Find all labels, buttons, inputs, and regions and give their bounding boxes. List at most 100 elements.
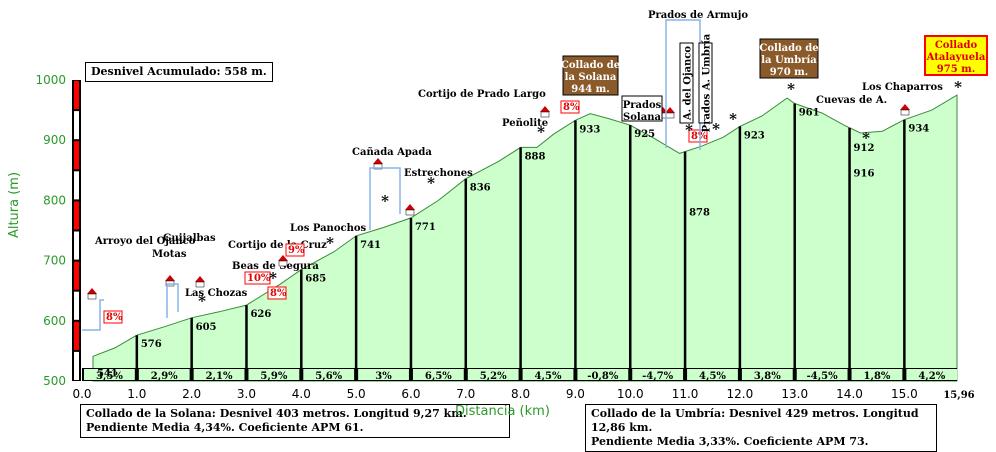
altitude-scale-segment [74, 201, 79, 230]
peak-marker-icon: * [537, 123, 545, 141]
place-label: Cortijo de Prado Largo [418, 89, 546, 100]
gradient-cell [467, 369, 519, 380]
total-ascent-text: Desnivel Acumulado: 558 m. [91, 65, 267, 78]
house-icon [900, 104, 910, 110]
gradient-label: 5,9% [260, 371, 287, 382]
y-tick-label: 900 [43, 133, 66, 147]
pass-box-text: Collado de [759, 43, 818, 54]
gradient-label: 2,1% [206, 371, 233, 382]
x-tick-label: 6.0 [401, 387, 420, 401]
gradient-cell [303, 369, 355, 380]
x-end-label: 15,96 [943, 390, 974, 401]
house-icon [373, 158, 383, 164]
gradient-label: 3% [375, 371, 392, 382]
gradient-label: 4,2% [918, 371, 945, 382]
peak-marker-icon: * [954, 78, 962, 96]
altitude-scale-segment [74, 141, 79, 170]
vertical-label-text: Prados A. Umbría [702, 33, 713, 132]
place-label: Guijalbas [163, 233, 216, 244]
pass-box [621, 95, 663, 122]
grade-badge-text: 8% [106, 312, 123, 323]
total-ascent-box: Desnivel Acumulado: 558 m. [85, 62, 273, 82]
note-umbria-line2: Pendiente Media 3,33%. Coeficiente APM 7… [591, 435, 869, 448]
gradient-cell [851, 369, 903, 380]
peak-marker-icon: * [198, 292, 206, 310]
annotations: Arroyo del Ojanco Motas Guijalbas Las Choza… [82, 10, 988, 331]
gradient-cell [741, 369, 793, 380]
gradient-label: 6,5% [425, 371, 452, 382]
house-icon-body [278, 260, 288, 267]
elevation-label: 878 [689, 207, 710, 218]
house-icon [165, 275, 175, 281]
pass-box-text: Atalayuela [926, 52, 986, 63]
x-axis-title: Distancia (km) [455, 404, 550, 419]
gradient-label: 3,8% [754, 371, 781, 382]
house-icon-body [87, 293, 97, 300]
axes: 500 600 700 800 900 1000 Altura (m) 0.0 1.0 2.0 3.… [7, 73, 975, 401]
vertical-label-box [679, 42, 694, 124]
house-icon-body [195, 281, 205, 288]
house-icon [540, 106, 550, 112]
gradient-label: 4,5% [699, 371, 726, 382]
pass-box-text: 970 m. [770, 67, 808, 78]
x-tick-label: 2.0 [182, 387, 201, 401]
elevation-label: 626 [250, 309, 271, 320]
gradient-cell [358, 369, 409, 380]
altitude-scale-segment [74, 111, 79, 140]
elevation-label: 934 [908, 124, 929, 135]
pass-box-text: la Umbría [761, 55, 817, 66]
house-icon-body [405, 209, 415, 216]
gradient-cell [796, 369, 848, 380]
point-labels: 541 576 605 626 685 741 771 836 888 933 925 878 923 9… [97, 107, 929, 379]
gradient-cell [412, 369, 464, 380]
note-umbria: Collado de la Umbría: Desnivel 429 metro… [585, 404, 937, 452]
x-tick-label: 15.0 [891, 387, 918, 401]
grade-badge [267, 286, 287, 300]
gradient-cell [522, 369, 574, 380]
place-label: Cortijo de la Cruz [228, 240, 327, 251]
note-solana-line1: Collado de la Solana: Desnivel 403 metro… [86, 407, 467, 420]
elevation-label: 888 [525, 151, 546, 162]
house-icon [665, 107, 675, 113]
peak-marker-icon: * [862, 129, 870, 147]
house-icon-body [540, 111, 550, 118]
x-tick-label: 8.0 [511, 387, 530, 401]
x-tick-label: 0.0 [72, 387, 91, 401]
elevation-label: 925 [634, 129, 655, 140]
pass-box-text: Collado de [561, 60, 620, 71]
pass-box-text: Prados [623, 100, 662, 111]
note-umbria-line1: Collado de la Umbría: Desnivel 429 metro… [591, 407, 919, 434]
gradient-label: 1,8% [864, 371, 891, 382]
note-solana: Collado de la Solana: Desnivel 403 metro… [80, 404, 510, 438]
x-tick-label: 4.0 [292, 387, 311, 401]
pass-box-text: Solana [623, 112, 661, 123]
elevation-label: 741 [360, 240, 381, 251]
altitude-scale-segment [74, 171, 79, 200]
vertical-label-text: A. del Ojanco [683, 46, 694, 122]
pass-box-text: Collado [935, 40, 978, 51]
gradient-label: 4,5% [535, 371, 562, 382]
place-label: Arroyo del Ojanco [94, 236, 196, 247]
altitude-scale-segment [74, 291, 79, 320]
elevation-label: 836 [470, 183, 491, 194]
gradient-label: 5,6% [315, 371, 342, 382]
place-label: Estrechones [404, 168, 473, 179]
peak-marker-icon: * [787, 80, 795, 98]
x-tick-label: 11.0 [672, 387, 699, 401]
elevation-label: 961 [799, 107, 820, 118]
grade-badge-text: 10% [247, 273, 271, 284]
gradient-label: -4,5% [807, 371, 839, 382]
elevation-label: 685 [305, 274, 326, 285]
place-label: Beas de Segura [232, 261, 319, 272]
altitude-scale-segment [74, 81, 79, 110]
place-label: Los Panochos [290, 223, 367, 234]
peak-marker-icon: * [685, 121, 693, 139]
house-icon-body [373, 163, 383, 170]
place-label: Las Chozas [185, 288, 248, 299]
place-label: Prados de Armujo [648, 10, 748, 21]
x-tick-label: 10.0 [617, 387, 644, 401]
grade-badge-text: 8% [563, 102, 580, 113]
x-tick-label: 1.0 [127, 387, 146, 401]
peak-marker-icon: * [427, 174, 435, 192]
x-tick-label: 9.0 [566, 387, 585, 401]
